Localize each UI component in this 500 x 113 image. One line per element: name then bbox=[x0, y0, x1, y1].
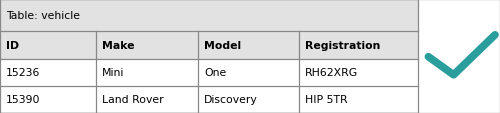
Bar bbox=[0, 59, 418, 86]
Text: Land Rover: Land Rover bbox=[102, 95, 164, 105]
Text: Table: vehicle: Table: vehicle bbox=[6, 11, 80, 21]
Text: Make: Make bbox=[102, 41, 134, 51]
Text: Model: Model bbox=[204, 41, 241, 51]
Bar bbox=[0, 0, 418, 32]
Text: Discovery: Discovery bbox=[204, 95, 258, 105]
Text: Mini: Mini bbox=[102, 68, 124, 78]
Bar bbox=[418, 0, 500, 113]
Text: 15236: 15236 bbox=[6, 68, 40, 78]
Bar bbox=[0, 86, 418, 113]
Text: RH62XRG: RH62XRG bbox=[305, 68, 358, 78]
Bar bbox=[0, 32, 418, 59]
Text: 15390: 15390 bbox=[6, 95, 40, 105]
Text: Registration: Registration bbox=[305, 41, 380, 51]
Text: ID: ID bbox=[6, 41, 19, 51]
Text: One: One bbox=[204, 68, 227, 78]
Text: HIP 5TR: HIP 5TR bbox=[305, 95, 348, 105]
